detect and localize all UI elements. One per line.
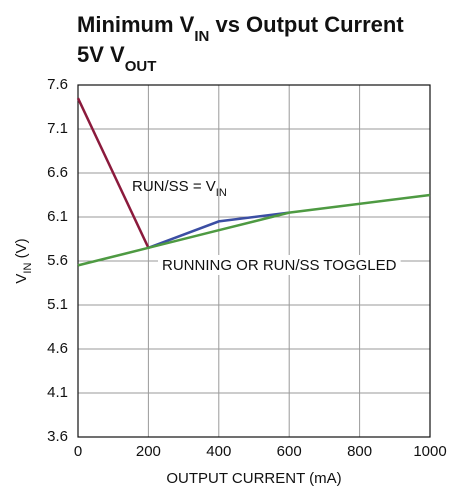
x-tick-label: 1000 — [413, 443, 446, 460]
y-tick-label: 5.6 — [47, 252, 68, 269]
annotation: RUNNING OR RUN/SS TOGGLED — [162, 257, 397, 274]
x-tick-label: 0 — [74, 443, 82, 460]
data-line — [76, 97, 150, 249]
y-tick-label: 6.6 — [47, 164, 68, 181]
y-tick-label: 7.6 — [47, 76, 68, 93]
chart-subtitle-part: 5V V — [77, 42, 125, 67]
y-tick-label: 6.1 — [47, 208, 68, 225]
chart-title-part: vs Output Current — [209, 12, 404, 37]
y-tick-label: 4.6 — [47, 340, 68, 357]
annotation: RUN/SS = VIN — [132, 178, 227, 199]
annotation-part: IN — [216, 187, 227, 199]
data-line — [147, 211, 290, 249]
y-tick-label: 4.1 — [47, 384, 68, 401]
x-axis-label: OUTPUT CURRENT (mA) — [166, 470, 341, 487]
y-axis-label-part: IN — [22, 263, 34, 274]
chart-title-part: IN — [194, 28, 209, 45]
chart-subtitle: 5V VOUT — [77, 42, 156, 75]
plot-frame — [77, 84, 431, 438]
y-axis-label-part: (V) — [13, 238, 30, 262]
data-line — [77, 193, 431, 267]
x-tick-label: 200 — [136, 443, 161, 460]
y-axis-label-part: V — [13, 274, 30, 284]
x-tick-label: 400 — [206, 443, 231, 460]
chart-subtitle-part: OUT — [125, 58, 157, 75]
chart-title-part: Minimum V — [77, 12, 195, 37]
annotation-part: RUNNING OR RUN/SS TOGGLED — [162, 257, 397, 274]
y-axis-label: VIN (V) — [13, 238, 34, 283]
y-tick-label: 7.1 — [47, 120, 68, 137]
chart-title: Minimum VIN vs Output Current — [77, 12, 404, 45]
x-tick-label: 800 — [347, 443, 372, 460]
annotation-part: RUN/SS = V — [132, 178, 216, 195]
annotation-background — [158, 255, 401, 275]
x-tick-label: 600 — [277, 443, 302, 460]
y-tick-label: 3.6 — [47, 428, 68, 445]
y-tick-label: 5.1 — [47, 296, 68, 313]
